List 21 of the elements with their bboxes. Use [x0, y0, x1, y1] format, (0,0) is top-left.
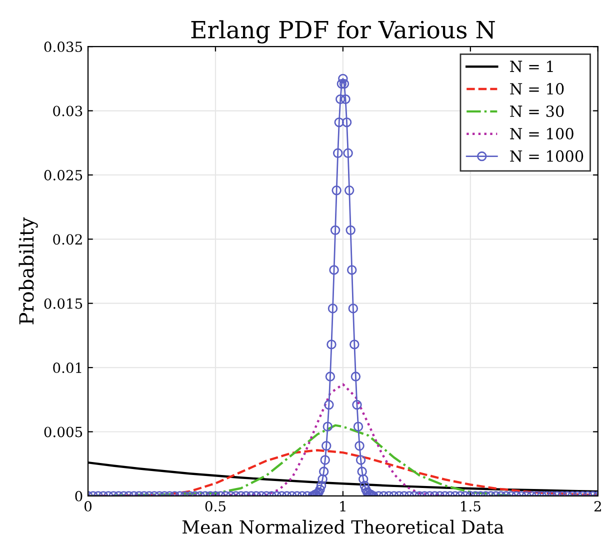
legend-label: N = 10 — [510, 83, 564, 95]
x-tick-label: 0.5 — [205, 501, 226, 512]
legend-label: N = 1 — [510, 60, 553, 72]
y-tick-label: 0.035 — [44, 42, 82, 52]
x-axis-title: Mean Normalized Theoretical Data — [182, 520, 504, 534]
y-tick-label: 0.01 — [53, 362, 82, 374]
y-tick-label: 0.02 — [53, 234, 82, 245]
x-tick-label: 2 — [594, 501, 601, 512]
legend-label: N = 30 — [510, 105, 564, 118]
x-tick-label: 0 — [84, 501, 92, 512]
y-axis-title: Probability — [18, 217, 38, 324]
chart-title: Erlang PDF for Various N — [191, 20, 495, 44]
x-tick-label: 1.5 — [461, 501, 480, 512]
y-tick-label: 0 — [75, 490, 82, 502]
legend-label: N = 1000 — [510, 150, 584, 162]
y-tick-label: 0.005 — [44, 426, 82, 438]
y-tick-label: 0.015 — [44, 298, 82, 309]
x-tick-label: 1 — [340, 501, 346, 512]
legend-label: N = 100 — [510, 128, 574, 140]
y-tick-label: 0.03 — [53, 106, 82, 116]
y-tick-label: 0.025 — [44, 170, 82, 180]
